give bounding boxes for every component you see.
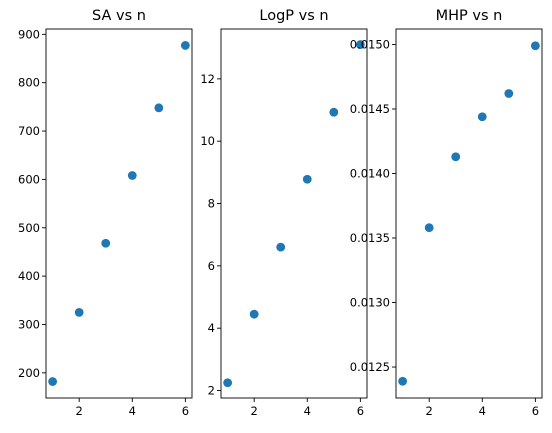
data-point (451, 152, 461, 162)
x-tick-label: 4 (129, 404, 136, 418)
subplot-logp-vs-n: LogP vs n 2 4 6 2 4 6 8 10 12 (200, 8, 368, 418)
y-tick-label: 400 (18, 269, 40, 283)
y-tick-label: 6 (208, 259, 215, 273)
data-point (302, 174, 312, 184)
y-tick-label: 0.0135 (350, 231, 390, 245)
data-point (398, 376, 408, 386)
chart-title: MHP vs n (436, 8, 503, 24)
data-point (329, 107, 339, 117)
y-tick-label: 700 (18, 124, 40, 138)
y-tick-label: 10 (200, 134, 215, 148)
y-tick-label: 800 (18, 76, 40, 90)
data-point (276, 242, 286, 252)
data-point (504, 89, 514, 98)
data-point (530, 41, 540, 51)
y-tick-label: 0.0130 (350, 296, 390, 310)
x-tick-label: 6 (357, 404, 364, 418)
x-tick-label: 6 (532, 404, 539, 418)
tick-group: 2 4 6 0.0125 0.0130 0.0135 0.0140 0.0145 0.0150 (350, 37, 539, 418)
data-point (101, 238, 111, 248)
points-group (48, 41, 190, 386)
subplot-sa-vs-n: SA vs n 2 4 6 200 300 400 500 600 700 800 900 (18, 8, 193, 418)
data-point (223, 378, 233, 388)
y-tick-label: 12 (200, 72, 215, 86)
data-point (127, 171, 137, 180)
y-tick-label: 900 (18, 27, 40, 41)
y-tick-label: 500 (18, 221, 40, 235)
x-tick-label: 2 (251, 404, 258, 418)
x-tick-label: 6 (182, 404, 189, 418)
data-point (180, 41, 190, 50)
y-tick-label: 4 (208, 321, 215, 335)
points-group (223, 40, 365, 388)
data-point (249, 309, 259, 319)
subplot-mhp-vs-n: MHP vs n 2 4 6 0.0125 0.0130 0.0135 0.0140 0.01… (350, 8, 543, 418)
x-tick-label: 2 (76, 404, 83, 418)
plot-frame (220, 28, 368, 399)
y-tick-label: 0.0140 (350, 167, 390, 181)
data-point (355, 40, 365, 49)
x-tick-label: 4 (304, 404, 311, 418)
data-point (74, 307, 84, 317)
y-tick-label: 0.0125 (350, 360, 390, 374)
y-tick-label: 300 (18, 317, 40, 331)
plot-frame (395, 28, 543, 399)
y-tick-label: 200 (18, 366, 40, 380)
y-tick-label: 2 (208, 384, 215, 398)
x-tick-label: 2 (426, 404, 433, 418)
y-tick-label: 8 (208, 197, 215, 211)
tick-group: 2 4 6 2 4 6 8 10 12 (200, 72, 364, 418)
data-point (48, 377, 58, 386)
data-point (424, 223, 434, 233)
y-tick-label: 0.0145 (350, 102, 390, 116)
y-tick-label: 0.0150 (350, 37, 390, 51)
chart-title: LogP vs n (259, 8, 328, 24)
plot-frame (45, 28, 193, 399)
data-point (477, 112, 487, 122)
x-tick-label: 4 (479, 404, 486, 418)
points-group (398, 41, 540, 386)
data-point (154, 103, 164, 113)
y-tick-label: 600 (18, 172, 40, 186)
chart-title: SA vs n (92, 8, 146, 24)
tick-group: 2 4 6 200 300 400 500 600 700 800 900 (18, 27, 189, 418)
